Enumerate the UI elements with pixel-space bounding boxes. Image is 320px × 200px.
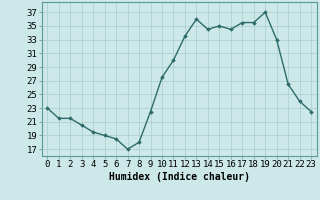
X-axis label: Humidex (Indice chaleur): Humidex (Indice chaleur) — [109, 172, 250, 182]
